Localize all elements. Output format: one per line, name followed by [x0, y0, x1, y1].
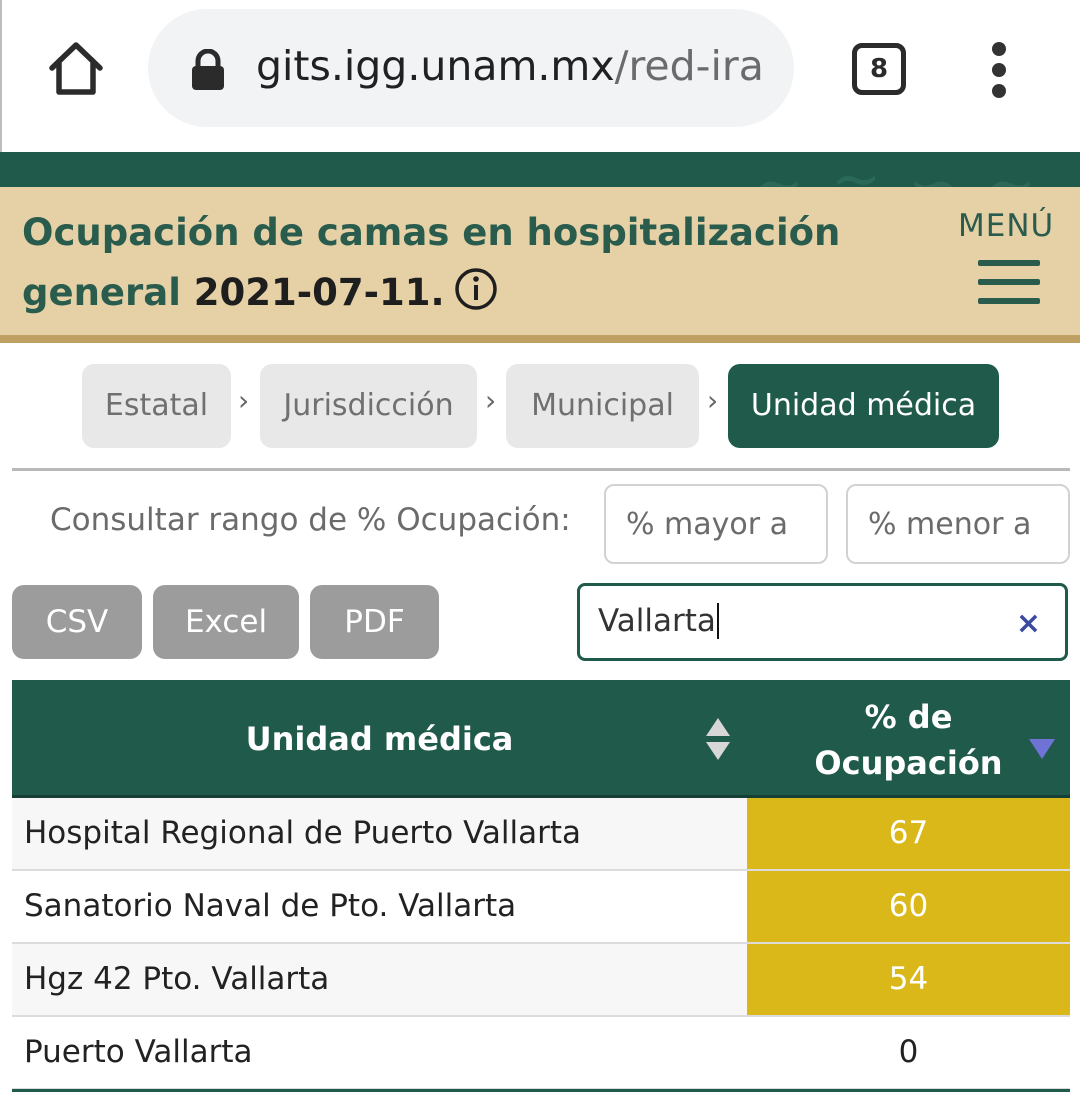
sort-both-icon[interactable] [705, 716, 731, 762]
cell-unidad-medica: Puerto Vallarta [24, 1034, 253, 1070]
table-row[interactable]: Puerto Vallarta 0 [12, 1017, 1070, 1090]
menu-label[interactable]: MENÚ [958, 208, 1055, 244]
min-percent-input[interactable] [604, 484, 828, 564]
table-row[interactable]: Sanatorio Naval de Pto. Vallarta 60 [12, 871, 1070, 944]
url-host: gits.igg.unam.mx [256, 42, 615, 90]
info-icon[interactable] [453, 266, 499, 312]
column-header-unidad-medica[interactable]: Unidad médica [245, 720, 514, 758]
table-row[interactable]: Hgz 42 Pto. Vallarta 54 [12, 944, 1070, 1017]
column-header-ocupacion-line2: Ocupación [814, 744, 1003, 782]
more-options-icon[interactable] [984, 40, 1014, 100]
section-divider [12, 468, 1070, 471]
cell-unidad-medica: Hgz 42 Pto. Vallarta [24, 961, 330, 997]
banner-pattern: ~ ≈ ∽ ~ [753, 152, 1040, 187]
csv-export-button[interactable]: CSV [12, 585, 142, 659]
sort-descending-icon[interactable] [1028, 738, 1056, 760]
page-title: Ocupación de camas en hospitalización ge… [22, 203, 902, 323]
title-bar [0, 187, 1080, 335]
excel-export-button[interactable]: Excel [153, 585, 299, 659]
table-body: Hospital Regional de Puerto Vallarta 67 … [12, 798, 1070, 1090]
breadcrumb-separator: › [238, 384, 250, 417]
search-value: Vallarta [598, 603, 716, 639]
page-title-text: Ocupación de camas en hospitalización ge… [22, 211, 841, 314]
cell-ocupacion: 54 [747, 944, 1070, 1015]
pdf-export-button[interactable]: PDF [310, 585, 439, 659]
url-path: /red-ira [614, 42, 764, 90]
breadcrumb-separator: › [707, 384, 719, 417]
breadcrumb-estatal[interactable]: Estatal [82, 364, 231, 448]
max-percent-input[interactable] [846, 484, 1070, 564]
lock-icon [190, 48, 226, 91]
breadcrumb-municipal[interactable]: Municipal [506, 364, 699, 448]
text-caret [716, 602, 719, 639]
tab-switcher-button[interactable]: 8 [852, 43, 906, 95]
breadcrumb-separator: › [485, 384, 497, 417]
address-bar[interactable]: gits.igg.unam.mx/red-ira [148, 9, 794, 127]
cell-unidad-medica: Sanatorio Naval de Pto. Vallarta [24, 888, 517, 924]
range-filter-label: Consultar rango de % Ocupación: [50, 502, 571, 538]
url-text: gits.igg.unam.mx/red-ira [256, 42, 776, 90]
hamburger-menu-icon[interactable] [978, 260, 1040, 304]
column-header-ocupacion[interactable]: % de Ocupación [747, 680, 1070, 798]
breadcrumb-unidad-medica[interactable]: Unidad médica [728, 364, 999, 448]
home-icon[interactable] [46, 38, 106, 98]
clear-search-icon[interactable]: × [1015, 606, 1041, 641]
cell-ocupacion: 67 [747, 798, 1070, 869]
table-header: Unidad médica % de Ocupación [12, 680, 1070, 798]
cell-ocupacion: 60 [747, 871, 1070, 942]
browser-toolbar: gits.igg.unam.mx/red-ira 8 [0, 0, 1080, 152]
cell-unidad-medica: Hospital Regional de Puerto Vallarta [24, 815, 582, 851]
table-row[interactable]: Hospital Regional de Puerto Vallarta 67 [12, 798, 1070, 871]
site-banner: ~ ≈ ∽ ~ [0, 152, 1080, 187]
cell-ocupacion: 0 [747, 1017, 1070, 1088]
breadcrumb-jurisdiccion[interactable]: Jurisdicción [260, 364, 477, 448]
search-input[interactable]: Vallarta × [577, 583, 1068, 661]
page-title-date: 2021-07-11. [193, 271, 445, 314]
column-header-ocupacion-line1: % de [864, 698, 953, 736]
occupancy-table: Unidad médica % de Ocupación Hospital Re… [12, 680, 1070, 1090]
title-underline [0, 335, 1080, 343]
table-bottom-border [12, 1089, 1070, 1092]
